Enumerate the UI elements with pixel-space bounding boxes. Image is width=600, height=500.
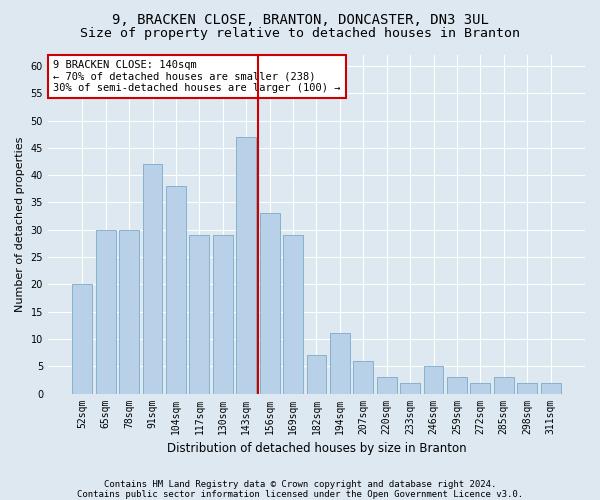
Bar [73,284,92,394]
Bar [424,366,443,394]
Bar [143,164,163,394]
Bar [307,356,326,394]
Bar [447,377,467,394]
Bar [470,382,490,394]
Bar [96,230,116,394]
Bar [400,382,420,394]
Bar [119,230,139,394]
Text: Size of property relative to detached houses in Branton: Size of property relative to detached ho… [80,28,520,40]
Bar [213,235,233,394]
Bar [494,377,514,394]
Bar [260,214,280,394]
Bar [353,361,373,394]
Bar [330,334,350,394]
Bar [541,382,560,394]
Bar [377,377,397,394]
Bar [283,235,303,394]
Y-axis label: Number of detached properties: Number of detached properties [15,136,25,312]
Text: Contains HM Land Registry data © Crown copyright and database right 2024.: Contains HM Land Registry data © Crown c… [104,480,496,489]
Text: 9, BRACKEN CLOSE, BRANTON, DONCASTER, DN3 3UL: 9, BRACKEN CLOSE, BRANTON, DONCASTER, DN… [112,12,488,26]
Text: Contains public sector information licensed under the Open Government Licence v3: Contains public sector information licen… [77,490,523,499]
Text: 9 BRACKEN CLOSE: 140sqm
← 70% of detached houses are smaller (238)
30% of semi-d: 9 BRACKEN CLOSE: 140sqm ← 70% of detache… [53,60,341,94]
Bar [190,235,209,394]
Bar [236,137,256,394]
Bar [517,382,537,394]
Bar [166,186,186,394]
X-axis label: Distribution of detached houses by size in Branton: Distribution of detached houses by size … [167,442,466,455]
